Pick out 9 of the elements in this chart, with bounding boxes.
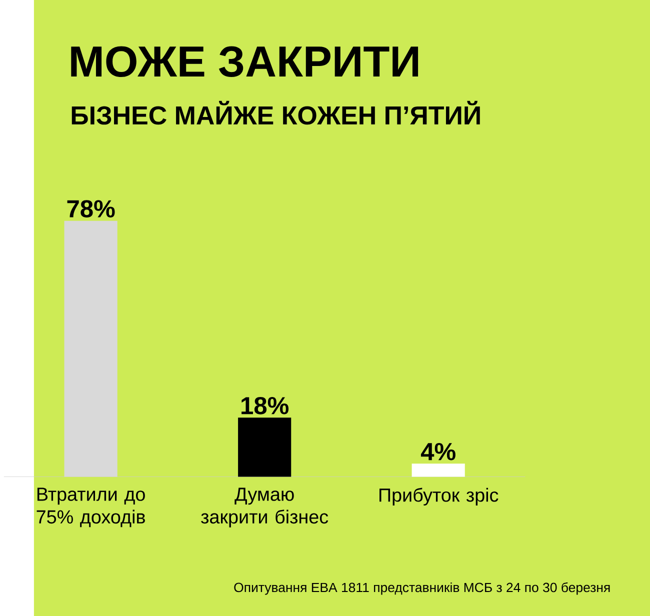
chart-title: МОЖЕ ЗАКРИТИ bbox=[71, 46, 418, 77]
x-tick-label: Втратили до 75% доходів bbox=[36, 488, 145, 528]
data-label: 78% bbox=[67, 200, 115, 218]
data-label: 4% bbox=[420, 442, 456, 460]
x-tick-label: Прибуток зріс bbox=[379, 488, 498, 506]
text: Опитування EBA 1811 представників МСБ з 24 по 30 березня bbox=[234, 582, 610, 595]
chart-subtitle: БІЗНЕС МАЙЖЕ КОЖЕН П’ЯТИЙ bbox=[72, 100, 480, 125]
data-label: 18% bbox=[242, 396, 288, 414]
x-tick-label: Думаю закрити бізнес bbox=[201, 488, 328, 528]
